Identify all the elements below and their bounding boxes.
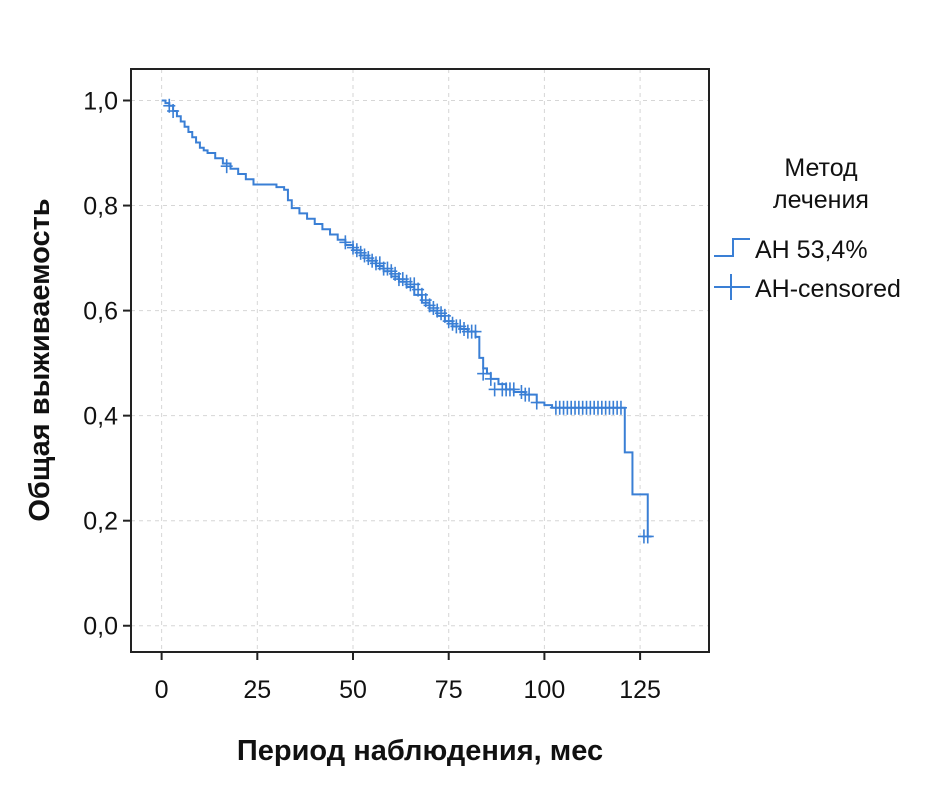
legend: Метод лечения АН 53,4% АН-censored <box>714 154 901 303</box>
censored-marker <box>469 324 482 339</box>
x-tick-label: 100 <box>524 676 566 704</box>
grid-lines <box>131 69 709 652</box>
x-axis: 0 25 50 75 100 125 <box>155 652 661 704</box>
plot-frame <box>130 68 710 653</box>
legend-label-series-2: АН-censored <box>755 275 901 303</box>
y-tick-label: 1,0 <box>83 88 118 116</box>
censored-marker <box>523 387 536 402</box>
censored-marker <box>484 371 497 386</box>
censored-marker <box>614 400 627 415</box>
censored-marker <box>530 395 543 410</box>
x-tick-label: 25 <box>243 676 271 704</box>
y-axis-title: Общая выживаемость <box>24 198 56 521</box>
y-tick-label: 0,4 <box>83 403 118 431</box>
censored-marker <box>220 159 233 174</box>
y-axis: 0,0 0,2 0,4 0,6 0,8 1,0 <box>83 88 131 641</box>
legend-label-series-1: АН 53,4% <box>755 236 868 264</box>
x-tick-label: 0 <box>155 676 169 704</box>
legend-title-line-2: лечения <box>773 186 869 214</box>
survival-step-line <box>161 99 652 538</box>
y-tick-label: 0,2 <box>83 508 118 536</box>
censored-marker <box>477 366 490 381</box>
y-tick-label: 0,6 <box>83 298 118 326</box>
x-axis-title: Период наблюдения, мес <box>237 735 603 767</box>
legend-censored-symbol <box>714 274 750 300</box>
censored-marker <box>167 104 180 119</box>
censored-marker <box>641 529 654 544</box>
series-layer <box>161 98 654 544</box>
y-tick-label: 0,8 <box>83 193 118 221</box>
y-tick-label: 0,0 <box>83 613 118 641</box>
legend-title-line-1: Метод <box>784 154 858 182</box>
legend-step-symbol <box>714 238 750 257</box>
censored-marker <box>507 382 520 397</box>
x-tick-label: 50 <box>339 676 367 704</box>
censored-marker <box>339 235 352 250</box>
x-tick-label: 75 <box>435 676 463 704</box>
x-tick-label: 125 <box>619 676 661 704</box>
